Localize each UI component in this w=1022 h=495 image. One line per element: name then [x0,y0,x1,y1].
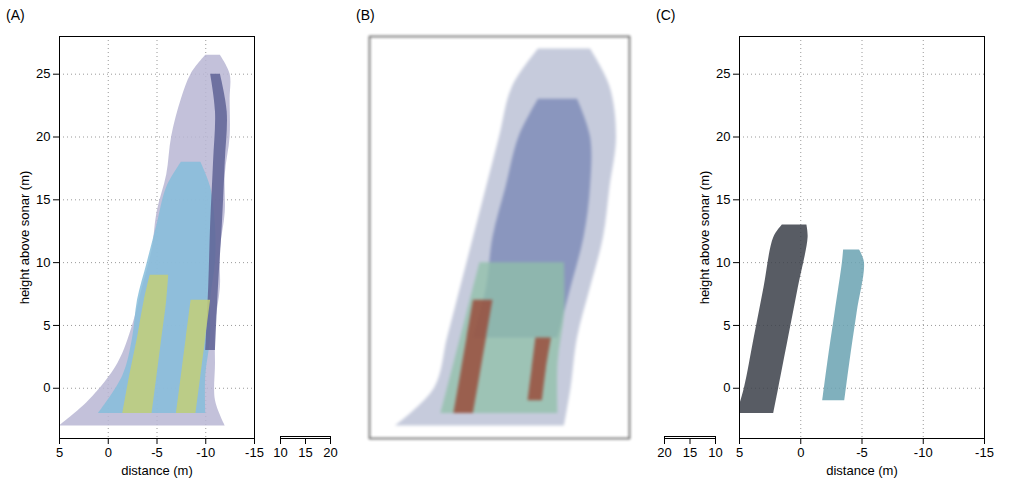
svg-text:5: 5 [56,445,63,460]
svg-text:0: 0 [105,445,112,460]
svg-text:20: 20 [36,129,50,144]
svg-text:0: 0 [43,380,50,395]
svg-text:25: 25 [716,66,730,81]
svg-text:15: 15 [36,192,50,207]
svg-text:5: 5 [736,445,743,460]
html-text:(B): (B) [356,7,375,23]
svg-text:height above sonar (m): height above sonar (m) [697,171,712,305]
svg-text:distance (m): distance (m) [826,463,898,478]
svg-text:25: 25 [36,66,50,81]
html-text:(C): (C) [656,7,676,23]
svg-text:height above sonar (m): height above sonar (m) [17,171,32,305]
svg-text:20: 20 [716,129,730,144]
svg-text:15: 15 [683,445,697,460]
svg-text:0: 0 [797,445,804,460]
svg-text:-5: -5 [151,445,163,460]
html-text:(A): (A) [6,7,25,23]
svg-text:20: 20 [323,445,337,460]
svg-text:20: 20 [657,445,671,460]
svg-text:-10: -10 [914,445,933,460]
svg-text:-15: -15 [245,445,264,460]
svg-text:10: 10 [36,255,50,270]
svg-text:distance (m): distance (m) [121,463,193,478]
svg-text:0: 0 [723,380,730,395]
svg-text:-10: -10 [196,445,215,460]
svg-text:10: 10 [273,445,287,460]
svg-text:5: 5 [43,318,50,333]
svg-text:5: 5 [723,318,730,333]
svg-text:10: 10 [708,445,722,460]
svg-text:15: 15 [298,445,312,460]
svg-text:15: 15 [716,192,730,207]
svg-text:10: 10 [716,255,730,270]
svg-text:-5: -5 [856,445,868,460]
svg-text:-15: -15 [975,445,994,460]
